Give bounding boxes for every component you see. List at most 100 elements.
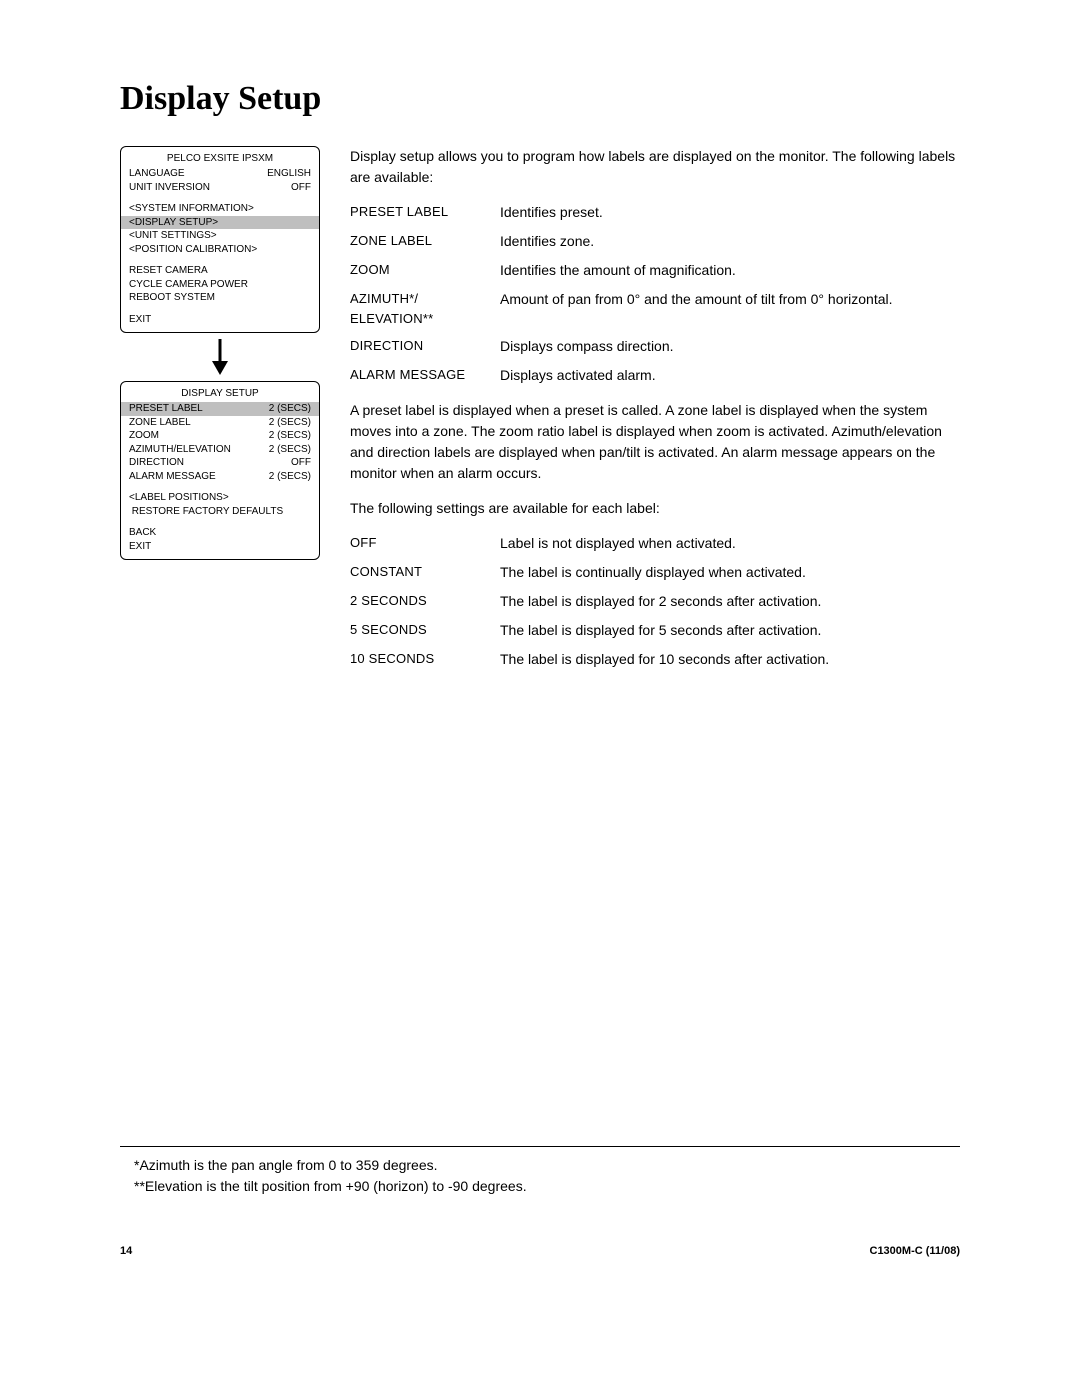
menu-main: PELCO EXSITE IPSXM LANGUAGE ENGLISH UNIT I… <box>120 146 320 333</box>
menu-row-label: UNIT INVERSION <box>129 181 210 195</box>
menu-row-label: EXIT <box>129 313 151 327</box>
doc-id: C1300M-C (11/08) <box>870 1245 961 1257</box>
menu-row: EXIT <box>121 540 319 554</box>
menu-row: BACK <box>121 526 319 540</box>
menu-row-label: <POSITION CALIBRATION> <box>129 243 257 257</box>
menu-separator <box>121 483 319 491</box>
menu-row: ALARM MESSAGE 2 (SECS) <box>121 470 319 484</box>
menu-display-setup: DISPLAY SETUP PRESET LABEL2 (SECS)ZONE L… <box>120 381 320 560</box>
definition-description: Displays compass direction. <box>500 336 960 357</box>
menu-row-value: 2 (SECS) <box>269 402 311 416</box>
definition-description: Amount of pan from 0° and the amount of … <box>500 289 960 328</box>
footnote-rule <box>120 1146 960 1147</box>
definition-term: DIRECTION <box>350 336 480 357</box>
menu-row-value: ENGLISH <box>267 167 311 181</box>
menu-row-label: <LABEL POSITIONS> <box>129 491 229 505</box>
definition-term: 2 SECONDS <box>350 591 480 612</box>
menu-row: <UNIT SETTINGS> <box>121 229 319 243</box>
definition-description: The label is continually displayed when … <box>500 562 960 583</box>
menu-row-label: PRESET LABEL <box>129 402 203 416</box>
footnote-line: *Azimuth is the pan angle from 0 to 359 … <box>134 1155 960 1176</box>
menu-row: <SYSTEM INFORMATION> <box>121 202 319 216</box>
footnote-line: **Elevation is the tilt position from +9… <box>134 1176 960 1197</box>
menu-row: REBOOT SYSTEM <box>121 291 319 305</box>
definition-term: CONSTANT <box>350 562 480 583</box>
definition-description: Identifies preset. <box>500 202 960 223</box>
definition-description: The label is displayed for 5 seconds aft… <box>500 620 960 641</box>
menu-row-label: RESET CAMERA <box>129 264 208 278</box>
left-column: PELCO EXSITE IPSXM LANGUAGE ENGLISH UNIT I… <box>120 146 320 678</box>
definition-description: Displays activated alarm. <box>500 365 960 386</box>
definition-description: The label is displayed for 10 seconds af… <box>500 649 960 670</box>
definition-row: ZOOM Identifies the amount of magnificati… <box>350 260 960 281</box>
menu-row: CYCLE CAMERA POWER <box>121 278 319 292</box>
right-column: Display setup allows you to program how … <box>350 146 960 678</box>
menu-row-label: <DISPLAY SETUP> <box>129 216 218 230</box>
menu-separator <box>121 305 319 313</box>
definition-term: 5 SECONDS <box>350 620 480 641</box>
menu-row: RESTORE FACTORY DEFAULTS <box>121 505 319 519</box>
menu-main-title: PELCO EXSITE IPSXM <box>121 153 319 164</box>
paragraph-1: A preset label is displayed when a prese… <box>350 400 960 484</box>
definition-row: OFF Label is not displayed when activated… <box>350 533 960 554</box>
menu-row-label: <UNIT SETTINGS> <box>129 229 217 243</box>
menu-row: <LABEL POSITIONS> <box>121 491 319 505</box>
definition-term: ZOOM <box>350 260 480 281</box>
intro-text: Display setup allows you to program how … <box>350 146 960 188</box>
definition-row: AZIMUTH*/ ELEVATION** Amount of pan from … <box>350 289 960 328</box>
menu-row-value: 2 (SECS) <box>269 429 311 443</box>
settings-definitions: OFF Label is not displayed when activated… <box>350 533 960 670</box>
menu-row-label: CYCLE CAMERA POWER <box>129 278 248 292</box>
definition-description: Identifies zone. <box>500 231 960 252</box>
arrow-down <box>120 339 320 375</box>
menu-row: AZIMUTH/ELEVATION 2 (SECS) <box>121 443 319 457</box>
definition-term: ZONE LABEL <box>350 231 480 252</box>
menu-row-value: 2 (SECS) <box>269 470 311 484</box>
definition-term: OFF <box>350 533 480 554</box>
definition-term: ALARM MESSAGE <box>350 365 480 386</box>
menu-row-label: <SYSTEM INFORMATION> <box>129 202 254 216</box>
menu-row: ZOOM 2 (SECS) <box>121 429 319 443</box>
definition-row: PRESET LABEL Identifies preset. <box>350 202 960 223</box>
menu-row-value: 2 (SECS) <box>269 443 311 457</box>
menu-row-label: BACK <box>129 526 156 540</box>
definition-row: CONSTANT The label is continually display… <box>350 562 960 583</box>
definition-description: Identifies the amount of magnification. <box>500 260 960 281</box>
menu-display-title: DISPLAY SETUP <box>121 388 319 399</box>
menu-row-value: OFF <box>291 456 311 470</box>
menu-row: <DISPLAY SETUP> <box>121 216 319 230</box>
menu-row-label: LANGUAGE <box>129 167 185 181</box>
definition-row: DIRECTION Displays compass direction. <box>350 336 960 357</box>
label-definitions: PRESET LABEL Identifies preset. ZONE LABEL… <box>350 202 960 386</box>
arrow-down-icon <box>210 339 230 375</box>
menu-row-label: ZONE LABEL <box>129 416 191 430</box>
menu-row: LANGUAGE ENGLISH <box>121 167 319 181</box>
menu-row-label: ZOOM <box>129 429 159 443</box>
menu-row-label: DIRECTION <box>129 456 184 470</box>
definition-row: ZONE LABEL Identifies zone. <box>350 231 960 252</box>
page-number: 14 <box>120 1245 132 1257</box>
menu-row-label: ALARM MESSAGE <box>129 470 216 484</box>
menu-row: ZONE LABEL 2 (SECS) <box>121 416 319 430</box>
menu-row: EXIT <box>121 313 319 327</box>
menu-row: DIRECTION OFF <box>121 456 319 470</box>
menu-row-label: AZIMUTH/ELEVATION <box>129 443 231 457</box>
definition-term: AZIMUTH*/ ELEVATION** <box>350 289 480 328</box>
menu-row-value: OFF <box>291 181 311 195</box>
footnotes: *Azimuth is the pan angle from 0 to 359 … <box>120 1146 960 1197</box>
definition-term: PRESET LABEL <box>350 202 480 223</box>
page-title: Display Setup <box>120 80 960 118</box>
menu-row: RESET CAMERA <box>121 264 319 278</box>
paragraph-2: The following settings are available for… <box>350 498 960 519</box>
definition-row: 10 SECONDSThe label is displayed for 10 … <box>350 649 960 670</box>
menu-row-label: EXIT <box>129 540 151 554</box>
menu-display-rows: PRESET LABEL2 (SECS)ZONE LABEL2 (SECS)ZO… <box>121 402 319 553</box>
menu-row: PRESET LABEL 2 (SECS) <box>121 402 319 416</box>
definition-description: Label is not displayed when activated. <box>500 533 960 554</box>
definition-row: ALARM MESSAGE Displays activated alarm. <box>350 365 960 386</box>
menu-separator <box>121 194 319 202</box>
menu-row-value: 2 (SECS) <box>269 416 311 430</box>
menu-row-label: RESTORE FACTORY DEFAULTS <box>129 505 283 519</box>
menu-main-rows: LANGUAGE ENGLISH UNIT INVERSION OFF <SYSTEM … <box>121 167 319 326</box>
menu-row: <POSITION CALIBRATION> <box>121 243 319 257</box>
